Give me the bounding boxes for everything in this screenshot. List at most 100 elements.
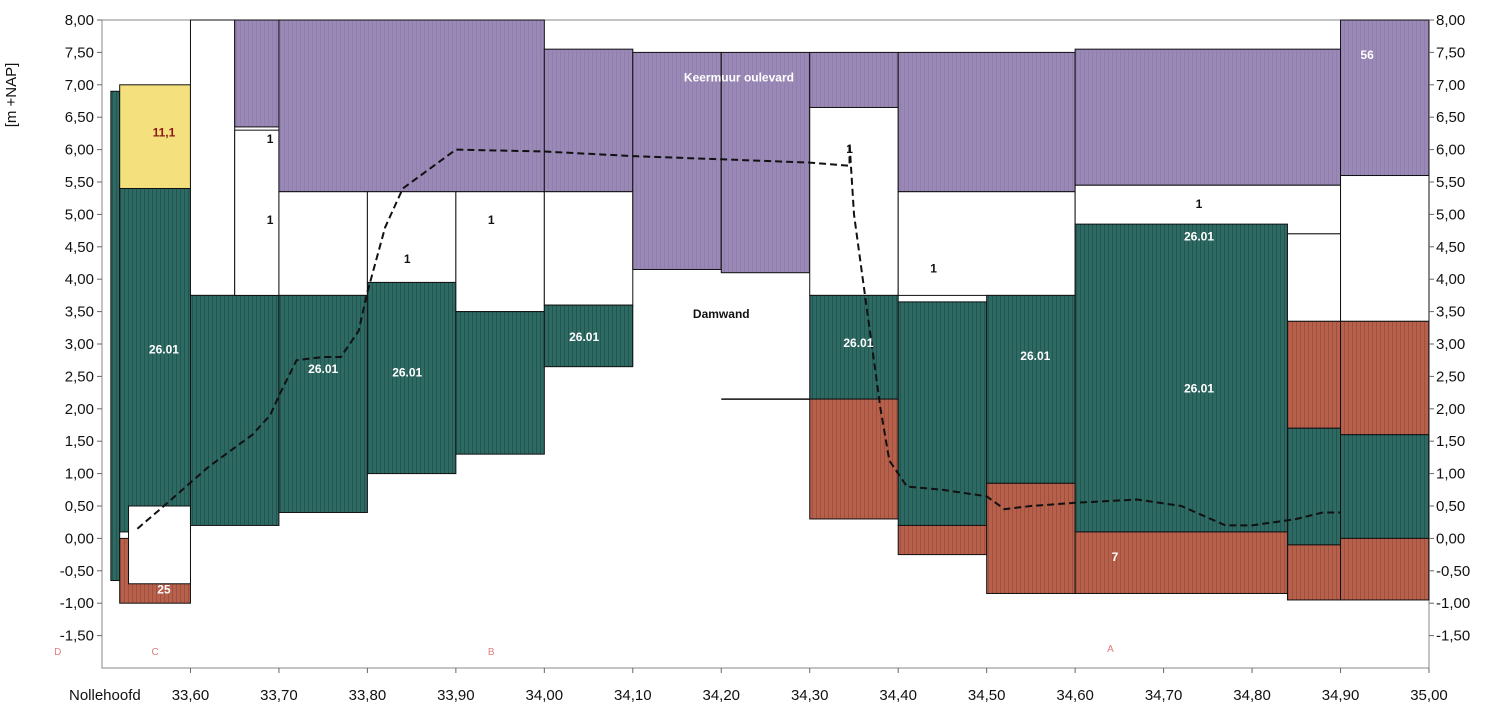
y-tick-label-left-0: 8,00 xyxy=(65,12,94,29)
layer-clay-38 xyxy=(1286,544,1342,601)
soil-layers xyxy=(110,19,1430,604)
x-tick-label-13: 34,90 xyxy=(1322,687,1360,704)
zone-label-C: C xyxy=(151,647,158,658)
y-tick-label-left-18: -1,00 xyxy=(60,595,94,612)
layer-label-20: 56 xyxy=(1360,48,1374,62)
y-tick-label-left-14: 1,00 xyxy=(65,466,94,483)
layer-label-16: 1 xyxy=(1196,197,1203,211)
y-tick-label-right-7: 4,50 xyxy=(1436,239,1465,256)
y-tick-label-right-17: -0,50 xyxy=(1436,563,1470,580)
x-tick-label-6: 34,20 xyxy=(702,687,740,704)
y-tick-label-left-13: 1,50 xyxy=(65,433,94,450)
y-tick-label-right-15: 0,50 xyxy=(1436,498,1465,515)
layer-keermuur-21 xyxy=(809,51,899,108)
layer-keermuur-9 xyxy=(278,19,545,193)
layer-26-01-42 xyxy=(1340,434,1430,539)
y-tick-label-left-8: 4,00 xyxy=(65,271,94,288)
x-tick-label-3: 33,90 xyxy=(437,687,475,704)
layer-keermuur-19 xyxy=(632,51,722,270)
y-tick-label-right-1: 7,50 xyxy=(1436,44,1465,61)
layer-26-01-27 xyxy=(897,301,988,526)
x-tick-label-9: 34,50 xyxy=(968,687,1006,704)
layer-label-2: 25 xyxy=(157,582,171,596)
y-tick-label-right-5: 5,50 xyxy=(1436,174,1465,191)
layer-26-01-0 xyxy=(110,90,121,582)
layer-label-5: 26.01 xyxy=(308,362,338,376)
layer-label-11: Damwand xyxy=(693,307,750,321)
layer-clay-28 xyxy=(897,524,988,556)
x-tick-label-12: 34,80 xyxy=(1233,687,1271,704)
layer-26-01-18 xyxy=(543,304,634,368)
y-tick-label-left-3: 6,50 xyxy=(65,109,94,126)
x-axis: 33,60 33,70 33,80 33,90 34,00 34,10 34,20 34,30… xyxy=(172,668,1448,704)
layer-label-3: 1 xyxy=(267,132,274,146)
y-axis-label: [m +NAP] xyxy=(3,63,20,128)
y-tick-label-right-13: 1,50 xyxy=(1436,433,1465,450)
layer-fill_1-14 xyxy=(455,191,545,313)
layer-26-01-29 xyxy=(986,294,1076,484)
zone-label-B: B xyxy=(488,647,495,658)
layer-label-10: Keermuur oulevard xyxy=(684,71,794,85)
y-axis-left: 8,00 7,50 7,00 6,50 6,00 5,50 5,00 4,50 4,00 3,50… xyxy=(60,12,102,645)
layer-keermuur-25 xyxy=(897,51,1076,193)
line-series xyxy=(136,143,1341,530)
y-tick-label-right-9: 3,50 xyxy=(1436,304,1465,321)
layer-fill_1-7 xyxy=(234,129,280,296)
layer-26-01-23 xyxy=(809,294,899,400)
y-tick-label-left-17: -0,50 xyxy=(60,563,94,580)
x-tick-label-10: 34,60 xyxy=(1056,687,1094,704)
zone-label-A: A xyxy=(1107,644,1114,655)
layer-label-4: 1 xyxy=(267,213,274,227)
x-tick-label-7: 34,30 xyxy=(791,687,829,704)
y-tick-label-right-11: 2,50 xyxy=(1436,368,1465,385)
layer-fill_1-4 xyxy=(128,505,191,585)
x-axis-start-label: Nollehoofd xyxy=(69,687,141,704)
y-tick-label-right-6: 5,00 xyxy=(1436,206,1465,223)
layer-label-15: 26.01 xyxy=(1020,349,1050,363)
layer-yellow-1 xyxy=(119,84,191,199)
layer-label-6: 1 xyxy=(404,252,411,266)
layer-clay-43 xyxy=(1340,537,1430,601)
y-tick-label-left-10: 3,00 xyxy=(65,336,94,353)
y-tick-label-left-12: 2,00 xyxy=(65,401,94,418)
layer-fill_1-26 xyxy=(897,191,1076,296)
layer-fill_1-10 xyxy=(278,191,368,296)
layer-fill_1-35 xyxy=(1286,233,1342,322)
layer-fill_1-5 xyxy=(189,19,236,296)
layer-26-01-15 xyxy=(455,311,545,455)
layer-keermuur-16 xyxy=(543,48,634,193)
y-tick-label-left-4: 6,00 xyxy=(65,142,94,159)
layer-clay-36 xyxy=(1286,320,1342,429)
layer-fill_1-12 xyxy=(366,191,457,283)
x-tick-label-8: 34,40 xyxy=(879,687,917,704)
dashed-line-series xyxy=(136,143,1341,530)
layer-labels: 11,1 26.01 25 1 1 26.01 1 1 26.01 26.01 Keermuur o… xyxy=(149,48,1374,597)
y-tick-label-right-10: 3,00 xyxy=(1436,336,1465,353)
x-tick-label-4: 34,00 xyxy=(526,687,564,704)
y-tick-label-left-2: 7,00 xyxy=(65,77,94,94)
layer-clay-41 xyxy=(1340,320,1430,436)
layer-label-17: 26.01 xyxy=(1184,229,1214,243)
y-tick-label-right-18: -1,00 xyxy=(1436,595,1470,612)
x-tick-label-2: 33,80 xyxy=(349,687,387,704)
layer-26-01-33 xyxy=(1074,223,1288,533)
y-tick-label-right-2: 7,00 xyxy=(1436,77,1465,94)
x-tick-label-0: 33,60 xyxy=(172,687,210,704)
layer-clay-24 xyxy=(809,398,899,520)
layer-keermuur-39 xyxy=(1340,19,1430,177)
y-tick-label-right-19: -1,50 xyxy=(1436,628,1470,645)
y-tick-label-left-15: 0,50 xyxy=(65,498,94,515)
y-tick-label-left-9: 3,50 xyxy=(65,304,94,321)
layer-label-12: 1 xyxy=(846,142,853,156)
y-tick-label-right-8: 4,00 xyxy=(1436,271,1465,288)
layer-26-01-13 xyxy=(366,281,457,475)
y-tick-label-right-16: 0,00 xyxy=(1436,530,1465,547)
y-tick-label-right-14: 1,00 xyxy=(1436,466,1465,483)
y-tick-label-right-3: 6,50 xyxy=(1436,109,1465,126)
layer-label-19: 7 xyxy=(1112,550,1119,564)
y-axis-right: 8,00 7,50 7,00 6,50 6,00 5,50 5,00 4,50 4,00 3,50… xyxy=(1429,12,1470,645)
y-tick-label-right-0: 8,00 xyxy=(1436,12,1465,29)
y-tick-label-right-4: 6,00 xyxy=(1436,142,1465,159)
y-tick-label-right-12: 2,00 xyxy=(1436,401,1465,418)
